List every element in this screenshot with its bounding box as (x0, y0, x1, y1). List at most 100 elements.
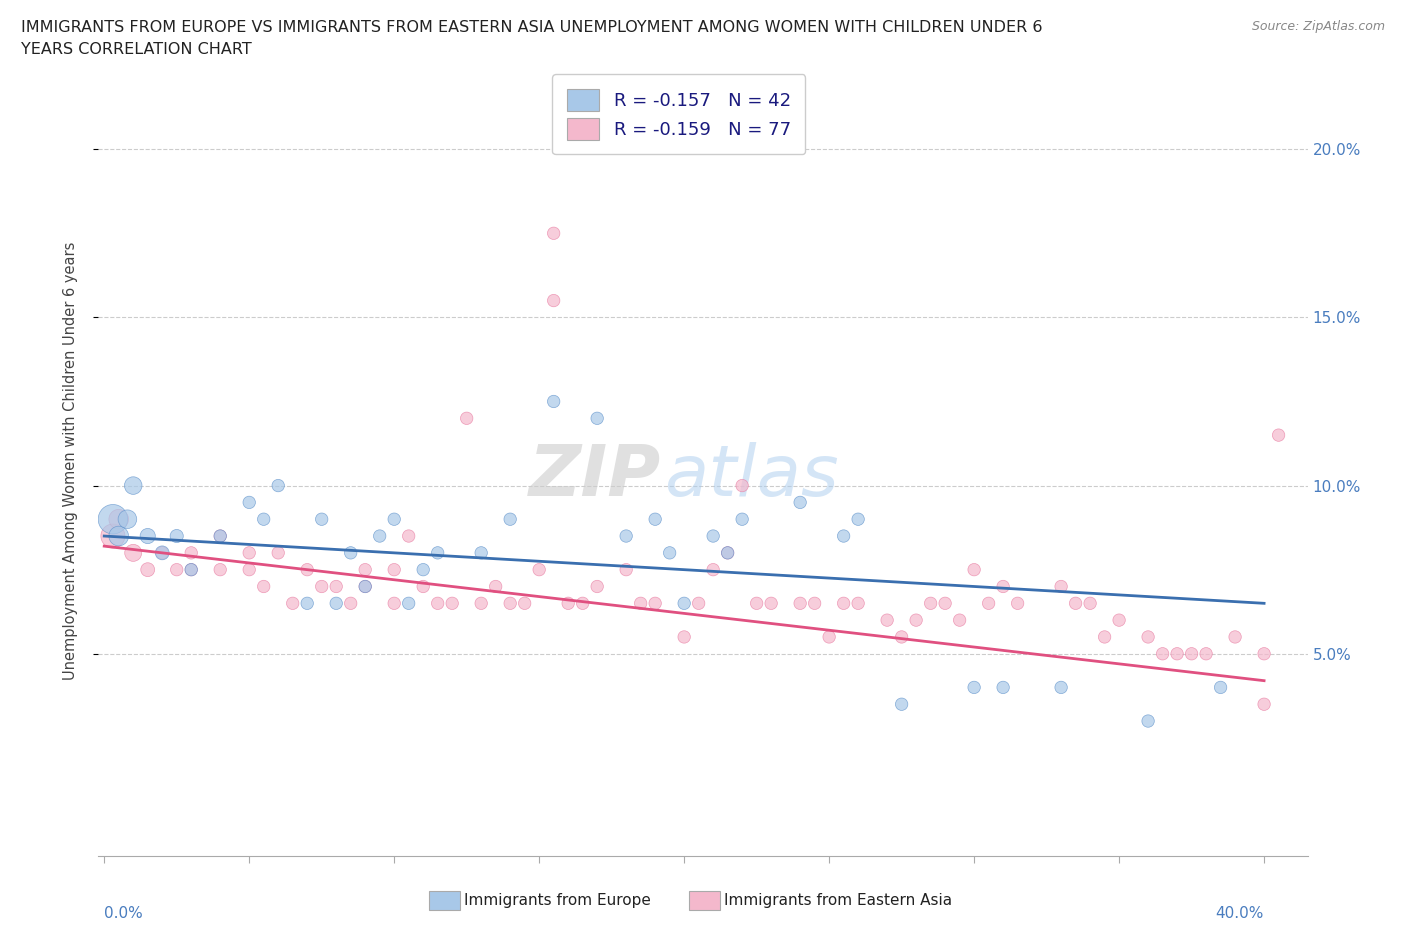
Point (876, 613, 898, 628)
Point (745, 596, 768, 611)
Point (253, 512, 276, 526)
Point (905, 613, 928, 628)
Point (1094, 630, 1116, 644)
Point (339, 596, 361, 611)
Text: 40.0%: 40.0% (1216, 906, 1264, 921)
Point (267, 478, 290, 493)
Point (238, 563, 260, 578)
Text: Source: ZipAtlas.com: Source: ZipAtlas.com (1251, 20, 1385, 33)
Point (136, 563, 159, 578)
Point (209, 528, 232, 543)
Point (1253, 646, 1275, 661)
Point (571, 596, 593, 611)
Point (166, 563, 188, 578)
Point (1223, 630, 1246, 644)
Point (688, 596, 710, 611)
Point (412, 579, 434, 594)
Point (513, 596, 536, 611)
Point (354, 563, 377, 578)
Point (382, 563, 405, 578)
Point (166, 528, 188, 543)
Point (267, 545, 290, 560)
Point (1064, 596, 1087, 611)
Point (717, 545, 740, 560)
Point (1267, 428, 1289, 443)
Point (543, 394, 565, 409)
Point (1108, 613, 1130, 628)
Text: ZIP: ZIP (529, 442, 661, 511)
Point (470, 545, 492, 560)
Point (117, 512, 139, 526)
Point (614, 528, 637, 543)
Point (1209, 680, 1232, 695)
Point (325, 579, 347, 594)
Point (543, 226, 565, 241)
Point (122, 545, 145, 560)
Point (1195, 646, 1218, 661)
Point (543, 293, 565, 308)
Point (470, 596, 492, 611)
Point (1152, 646, 1174, 661)
Point (180, 545, 202, 560)
Point (238, 495, 260, 510)
Point (325, 596, 347, 611)
Point (789, 495, 811, 510)
Point (991, 680, 1014, 695)
Point (485, 579, 508, 594)
Point (963, 563, 986, 578)
Point (630, 596, 652, 611)
Point (412, 563, 434, 578)
Point (818, 630, 841, 644)
Point (426, 545, 449, 560)
Point (557, 596, 579, 611)
Point (499, 596, 522, 611)
Point (846, 512, 869, 526)
Text: IMMIGRANTS FROM EUROPE VS IMMIGRANTS FROM EASTERN ASIA UNEMPLOYMENT AMONG WOMEN : IMMIGRANTS FROM EUROPE VS IMMIGRANTS FRO… (21, 20, 1043, 35)
Point (949, 613, 972, 628)
Point (426, 596, 449, 611)
Point (1078, 596, 1101, 611)
Point (1181, 646, 1204, 661)
Point (846, 596, 869, 611)
Point (150, 545, 173, 560)
Point (731, 478, 754, 493)
Point (789, 596, 811, 611)
Point (311, 512, 333, 526)
Point (209, 528, 232, 543)
Point (107, 512, 129, 526)
Point (644, 512, 666, 526)
Y-axis label: Unemployment Among Women with Children Under 6 years: Unemployment Among Women with Children U… (63, 241, 77, 680)
Point (441, 596, 464, 611)
Point (717, 545, 740, 560)
Point (658, 545, 681, 560)
Point (934, 596, 956, 611)
Point (731, 512, 754, 526)
Point (209, 563, 232, 578)
Point (499, 512, 522, 526)
Point (354, 579, 377, 594)
Point (238, 545, 260, 560)
Point (339, 545, 361, 560)
Point (759, 596, 782, 611)
Point (586, 579, 609, 594)
Point (382, 596, 405, 611)
Point (122, 478, 145, 493)
Point (101, 528, 124, 543)
Point (1137, 630, 1160, 644)
Point (527, 563, 550, 578)
Point (253, 579, 276, 594)
Text: 0.0%: 0.0% (104, 906, 143, 921)
Text: Immigrants from Europe: Immigrants from Europe (464, 893, 651, 908)
Point (1007, 596, 1029, 611)
Point (702, 528, 724, 543)
Point (1050, 579, 1073, 594)
Point (180, 563, 202, 578)
Point (354, 579, 377, 594)
Point (1253, 697, 1275, 711)
Point (456, 411, 478, 426)
Point (398, 528, 420, 543)
Legend: R = -0.157   N = 42, R = -0.159   N = 77: R = -0.157 N = 42, R = -0.159 N = 77 (553, 74, 806, 154)
Point (136, 528, 159, 543)
Point (1050, 680, 1073, 695)
Text: atlas: atlas (664, 442, 839, 511)
